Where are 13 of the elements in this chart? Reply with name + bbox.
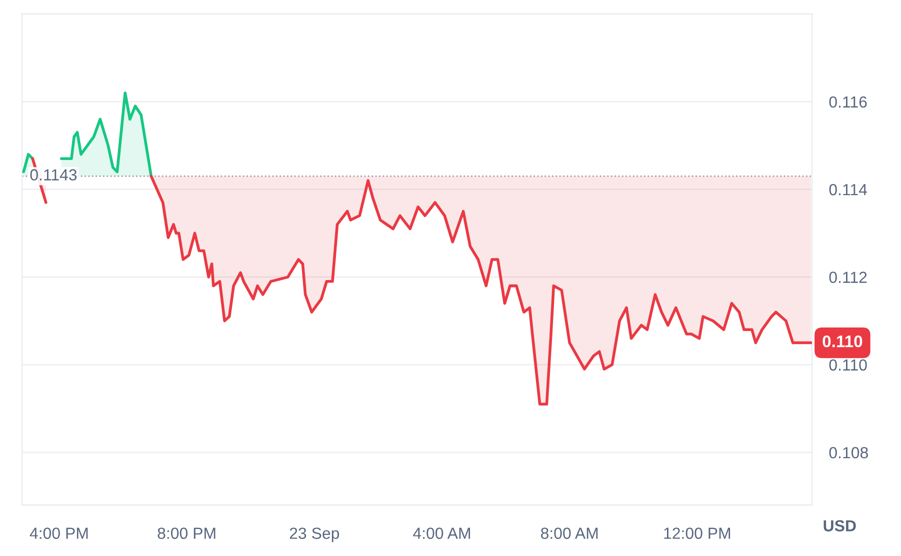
y-tick-label: 0.110 bbox=[829, 359, 867, 371]
ref-line-label: 0.1143 bbox=[30, 169, 77, 180]
x-tick-label: 4:00 AM bbox=[413, 528, 470, 539]
y-tick-label: 0.112 bbox=[829, 272, 867, 283]
x-tick-label: 4:00 PM bbox=[30, 528, 88, 539]
y-tick-label: 0.114 bbox=[829, 184, 867, 196]
y-axis-title: USD bbox=[824, 520, 856, 532]
x-tick-label: 8:00 PM bbox=[158, 528, 216, 539]
x-tick-label: 12:00 PM bbox=[664, 528, 730, 539]
y-tick-label: 0.108 bbox=[829, 447, 868, 458]
y-tick-label: 0.116 bbox=[829, 96, 867, 108]
x-tick-label: 8:00 AM bbox=[540, 528, 598, 539]
x-tick-label: 23 Sep bbox=[290, 528, 340, 542]
